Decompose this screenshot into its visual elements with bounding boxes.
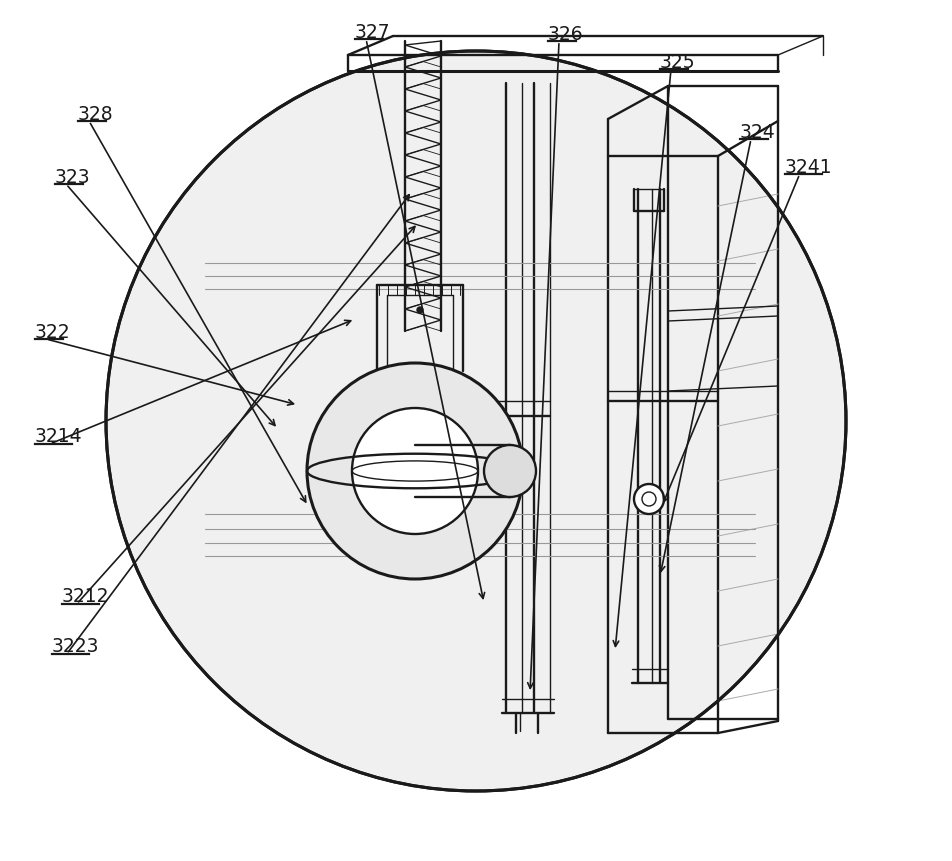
Text: 3212: 3212	[62, 587, 109, 606]
Circle shape	[484, 445, 536, 498]
Text: 323: 323	[55, 167, 90, 186]
Text: 325: 325	[660, 53, 696, 71]
Text: 3241: 3241	[785, 158, 833, 177]
Circle shape	[417, 307, 423, 313]
Text: 322: 322	[35, 322, 70, 341]
Text: 3214: 3214	[35, 427, 83, 446]
Ellipse shape	[506, 445, 515, 498]
Circle shape	[307, 363, 523, 579]
Text: 327: 327	[355, 22, 390, 41]
Text: 328: 328	[78, 104, 113, 123]
Text: 326: 326	[548, 24, 584, 43]
Circle shape	[634, 485, 664, 514]
Text: 324: 324	[740, 122, 776, 141]
Circle shape	[106, 52, 846, 791]
Circle shape	[352, 408, 478, 535]
Circle shape	[642, 492, 656, 506]
Text: 3223: 3223	[52, 637, 100, 656]
